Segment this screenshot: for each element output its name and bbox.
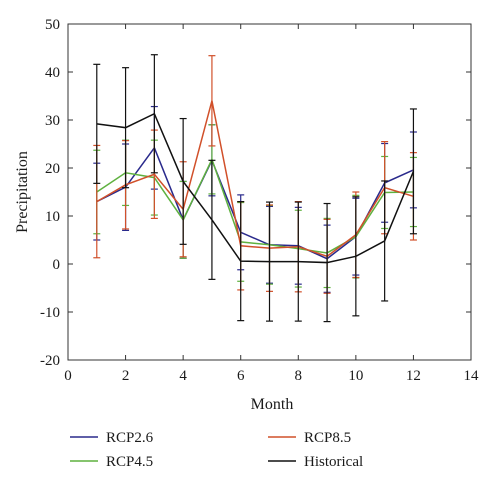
series-line: [96, 157, 414, 254]
series-rcp2-6: [93, 105, 417, 293]
series-line: [96, 146, 414, 260]
legend: RCP2.6 RCP8.5 RCP4.5 Historical: [70, 430, 363, 470]
x-tick-label: 8: [295, 368, 303, 384]
y-tick-label: -10: [40, 305, 60, 321]
y-tick-label: 50: [45, 17, 60, 33]
legend-item: RCP8.5: [268, 430, 351, 446]
x-tick-label: 14: [464, 368, 480, 384]
x-tick-label: 10: [348, 368, 363, 384]
x-tick-label: 6: [237, 368, 245, 384]
x-tick-label: 0: [64, 368, 72, 384]
y-axis-label: Precipitation: [14, 151, 31, 233]
y-tick-label: 0: [53, 257, 61, 273]
plot-frame: [67, 23, 472, 361]
legend-item: RCP2.6: [70, 430, 154, 446]
series-rcp8-5: [93, 55, 417, 294]
y-tick-label: 30: [45, 113, 60, 129]
x-tick-label: 2: [122, 368, 130, 384]
series-line: [96, 100, 414, 258]
series-historical: [93, 54, 417, 323]
x-tick-label: 4: [179, 368, 187, 384]
series-rcp4-5: [93, 124, 417, 289]
legend-label: RCP8.5: [304, 430, 351, 446]
y-tick-label: 20: [45, 161, 60, 177]
legend-item: Historical: [268, 454, 363, 470]
legend-item: RCP4.5: [70, 454, 153, 470]
legend-label: Historical: [304, 454, 363, 470]
x-tick-label: 12: [406, 368, 421, 384]
y-tick-label: 40: [45, 65, 60, 81]
y-axis: -20 -10 0 10 20 30 40 50: [40, 17, 471, 369]
x-axis: 0 2 4 6 8 10 12 14: [64, 24, 479, 384]
plot-area: [67, 23, 472, 361]
y-tick-label: 10: [45, 209, 60, 225]
y-tick-label: -20: [40, 353, 60, 369]
legend-label: RCP2.6: [106, 430, 154, 446]
series-line: [96, 112, 415, 264]
x-axis-label: Month: [251, 396, 294, 413]
legend-label: RCP4.5: [106, 454, 153, 470]
